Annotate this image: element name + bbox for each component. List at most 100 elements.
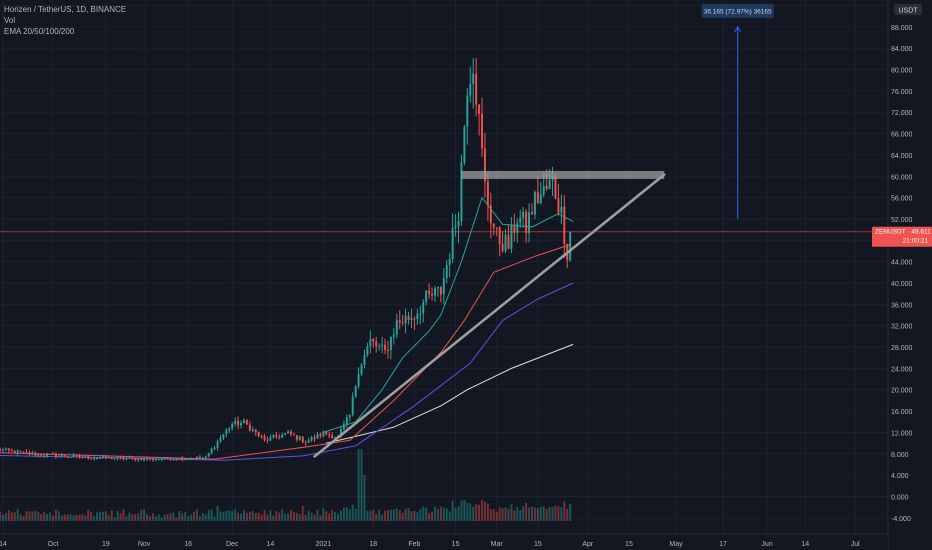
volume-bar: [93, 516, 96, 522]
candle-body: [557, 198, 560, 213]
volume-bar: [486, 503, 489, 522]
volume-bar: [554, 505, 557, 522]
volume-bar: [134, 514, 137, 522]
volume-bar: [10, 512, 13, 522]
candle-body: [66, 456, 69, 458]
volume-bar: [154, 516, 157, 522]
candle-body: [90, 458, 93, 460]
volume-bar: [4, 512, 7, 522]
volume-bar: [475, 503, 478, 522]
candle-body: [93, 458, 96, 460]
volume-bar: [75, 514, 78, 522]
volume-bar: [392, 509, 395, 522]
price-tick-label: 68.000: [891, 132, 913, 139]
volume-bar: [43, 512, 46, 522]
volume-bar: [525, 502, 528, 522]
volume-bar: [428, 513, 431, 522]
price-tick-label: 72.000: [891, 110, 913, 117]
candle-body: [131, 457, 134, 459]
volume-bar: [245, 512, 248, 522]
candle-body: [331, 435, 334, 439]
price-tick-label: 44.000: [891, 260, 913, 267]
volume-bar: [389, 509, 392, 522]
last-price-text: ZENUSDT · 49.611: [875, 229, 931, 236]
volume-bar: [395, 508, 398, 522]
volume-layer: [0, 449, 572, 522]
volume-bar: [481, 499, 483, 522]
candle-body: [231, 423, 234, 429]
ema-indicator-label[interactable]: EMA 20/50/100/200: [4, 27, 75, 36]
volume-bar: [513, 510, 516, 522]
volume-bar: [240, 513, 243, 522]
candle-body: [401, 322, 404, 324]
volume-bar: [325, 511, 328, 522]
candle-body: [360, 364, 363, 375]
currency-badge[interactable]: [894, 4, 922, 15]
volume-bar: [166, 513, 169, 522]
volume-bar: [257, 512, 260, 522]
resistance-line[interactable]: [461, 170, 665, 179]
candle-body: [404, 316, 407, 324]
volume-bar: [148, 516, 151, 522]
candle-body: [137, 458, 140, 460]
volume-bar: [116, 511, 119, 522]
candle-body: [357, 374, 360, 387]
candle-body: [472, 73, 475, 84]
volume-bar: [439, 506, 442, 522]
candle-body: [478, 104, 481, 114]
volume-bar: [128, 512, 131, 522]
price-tick-label: 52.000: [891, 217, 913, 224]
volume-bar: [87, 509, 90, 522]
volume-bar: [378, 509, 381, 522]
candle-body: [466, 95, 469, 127]
volume-indicator-label[interactable]: Vol: [4, 16, 16, 25]
candle-body: [545, 186, 548, 189]
volume-bar: [254, 512, 257, 522]
volume-bar: [278, 512, 281, 522]
volume-bar: [204, 514, 207, 522]
volume-bar: [207, 509, 210, 522]
volume-bar: [16, 508, 19, 522]
candle-body: [157, 459, 160, 461]
price-tick-label: 76.000: [891, 89, 913, 96]
candle-body: [501, 243, 504, 251]
volume-bar: [34, 510, 37, 522]
volume-bar: [19, 514, 22, 522]
volume-bar: [146, 514, 148, 522]
volume-bar: [60, 515, 63, 522]
projection-label-text: 36.165 (72.97%) 36165: [704, 8, 772, 15]
candle-body: [75, 455, 78, 457]
projection-label-box[interactable]: [701, 3, 774, 18]
volume-bar: [37, 511, 40, 522]
ascending-trendline[interactable]: [313, 173, 666, 458]
volume-bar: [342, 507, 345, 522]
volume-bar: [339, 510, 342, 522]
volume-bar: [454, 507, 457, 522]
volume-bar: [322, 508, 325, 522]
candle-body: [539, 194, 542, 204]
volume-bar: [292, 511, 295, 522]
volume-bar: [548, 506, 551, 522]
volume-bar: [69, 514, 72, 522]
candle-body: [248, 424, 251, 431]
candle-body: [528, 212, 531, 233]
candle-body: [213, 447, 216, 449]
time-tick-label: 19: [102, 541, 110, 548]
candle-body: [60, 455, 63, 457]
volume-bar: [210, 509, 213, 522]
candle-body: [216, 441, 219, 448]
candle-body: [201, 457, 204, 459]
volume-bar: [460, 500, 463, 522]
time-tick-label: 2021: [316, 541, 332, 548]
candle-body: [19, 450, 22, 452]
volume-bar: [169, 513, 172, 522]
volume-bar: [107, 515, 110, 522]
volume-bar: [104, 511, 107, 522]
volume-bar: [40, 514, 43, 522]
price-tick-label: 36.000: [891, 302, 913, 309]
candle-body: [101, 456, 104, 458]
candle-body: [342, 424, 345, 430]
volume-bar: [478, 504, 481, 522]
time-tick-label: Mar: [491, 541, 504, 548]
